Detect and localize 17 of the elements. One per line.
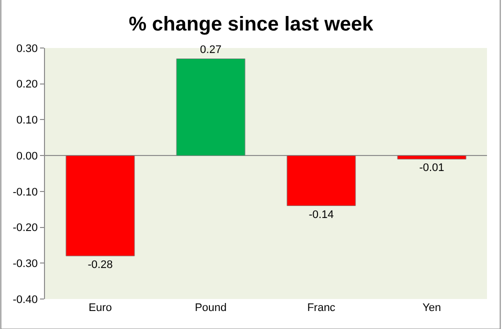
x-tick-label: Franc bbox=[307, 302, 336, 314]
data-label: -0.01 bbox=[419, 162, 444, 174]
x-tick-label: Yen bbox=[422, 302, 442, 314]
y-tick-label: 0.20 bbox=[16, 78, 38, 91]
y-tick-label: 0.30 bbox=[16, 42, 38, 55]
y-tick-label: -0.20 bbox=[12, 222, 38, 234]
y-tick-label: -0.30 bbox=[12, 258, 38, 270]
x-tick-label: Pound bbox=[194, 302, 227, 314]
data-label: -0.14 bbox=[308, 208, 334, 221]
y-tick-label: -0.40 bbox=[12, 294, 38, 306]
y-tick-label: 0.10 bbox=[16, 114, 38, 127]
chart-title: % change since last week bbox=[128, 13, 374, 36]
data-label: -0.28 bbox=[88, 258, 113, 271]
y-tick-label: 0.00 bbox=[16, 150, 38, 162]
data-label: 0.27 bbox=[200, 44, 222, 56]
y-tick-label: -0.10 bbox=[12, 186, 38, 198]
x-tick-label: Euro bbox=[88, 302, 112, 314]
